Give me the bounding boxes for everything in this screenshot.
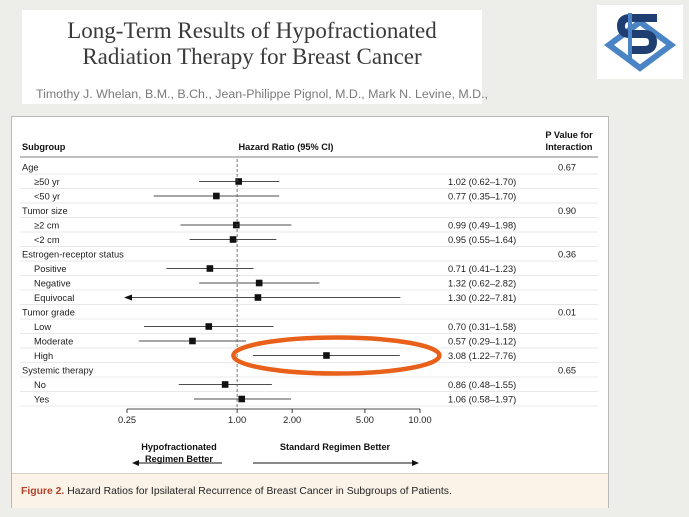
row-label-high: High (34, 351, 53, 361)
x-tick-label-4: 10.00 (408, 415, 431, 425)
row-label-equivocal: Equivocal (34, 293, 74, 303)
row-label-no: No (34, 380, 46, 390)
left-favor-label-line-1: Hypofractionated (141, 442, 217, 452)
row-label-age: Age (22, 163, 39, 173)
p-value-age: 0.67 (558, 163, 576, 173)
figure-caption: Figure 2. Hazard Ratios for Ipsilateral … (21, 486, 452, 497)
row-label-yes: Yes (34, 395, 50, 405)
ci-text-positive: 0.71 (0.41–1.23) (448, 264, 516, 274)
left-favor-label-line-2: Regimen Better (145, 454, 213, 464)
slide-title-line-2: Radiation Therapy for Breast Cancer (82, 44, 422, 69)
society-logo-icon (603, 13, 677, 72)
ci-text-50-yr: 1.02 (0.62–1.70) (448, 177, 516, 187)
hr-marker-negative (255, 279, 263, 287)
right-favor-arrowhead (412, 460, 419, 466)
ci-text-2-cm: 0.99 (0.49–1.98) (448, 221, 516, 231)
p-value-tumor-size: 0.90 (558, 206, 576, 216)
hr-marker-yes (238, 395, 246, 403)
row-label-2-cm: <2 cm (34, 235, 60, 245)
header-subgroup: Subgroup (22, 142, 66, 152)
ci-text-negative: 1.32 (0.62–2.82) (448, 279, 516, 289)
slide-title: Long-Term Results of Hypofractionated Ra… (22, 18, 482, 70)
ci-text-equivocal: 1.30 (0.22–7.81) (448, 293, 516, 303)
row-label-50-yr: ≥50 yr (34, 177, 60, 187)
header-hazard-ratio: Hazard Ratio (95% CI) (239, 142, 334, 152)
row-label-estrogen-receptor-status: Estrogen-receptor status (22, 250, 124, 260)
figure-caption-text: Hazard Ratios for Ipsilateral Recurrence… (67, 486, 452, 497)
hr-marker-50-yr (213, 192, 220, 200)
right-favor-label: Standard Regimen Better (280, 442, 391, 452)
header-p-value-line-2: Interaction (546, 142, 593, 152)
x-tick-label-2: 2.00 (283, 415, 301, 425)
row-label-systemic-therapy: Systemic therapy (22, 366, 94, 376)
row-label-50-yr: <50 yr (34, 192, 60, 202)
ci-text-yes: 1.06 (0.58–1.97) (448, 395, 516, 405)
row-label-moderate: Moderate (34, 337, 73, 347)
hr-marker-2-cm (229, 236, 237, 243)
figure-label: Figure 2. (21, 486, 65, 497)
highlight-ellipse (231, 335, 442, 376)
forest-plot: Subgroup Hazard Ratio (95% CI) P Value f… (20, 130, 598, 466)
row-label-positive: Positive (34, 264, 67, 274)
hr-marker-equivocal (254, 294, 262, 301)
ci-text-no: 0.86 (0.48–1.55) (448, 380, 516, 390)
left-favor-arrowhead (132, 460, 139, 466)
row-label-tumor-size: Tumor size (22, 206, 68, 216)
x-tick-label-0: 0.25 (118, 415, 136, 425)
hr-marker-moderate (189, 337, 196, 345)
hr-marker-no (221, 381, 229, 388)
x-tick-label-1: 1.00 (228, 415, 246, 425)
x-tick-label-3: 5.00 (356, 415, 374, 425)
ci-text-50-yr: 0.77 (0.35–1.70) (448, 192, 516, 202)
ci-arrow-equivocal (124, 294, 132, 301)
hr-marker-high (323, 352, 330, 359)
hr-marker-positive (206, 265, 214, 272)
ci-text-low: 0.70 (0.31–1.58) (448, 322, 516, 332)
row-label-negative: Negative (34, 279, 71, 289)
logo-s-icon (616, 14, 658, 54)
p-value-estrogen-receptor-status: 0.36 (558, 250, 576, 260)
row-label-tumor-grade: Tumor grade (22, 308, 75, 318)
hr-marker-50-yr (235, 178, 242, 185)
p-value-tumor-grade: 0.01 (558, 308, 576, 318)
authors-line: Timothy J. Whelan, B.M., B.Ch., Jean-Phi… (36, 87, 488, 101)
ci-text-2-cm: 0.95 (0.55–1.64) (448, 235, 516, 245)
forest-plot-figure: Subgroup Hazard Ratio (95% CI) P Value f… (11, 116, 609, 508)
caption-bar: Figure 2. Hazard Ratios for Ipsilateral … (12, 473, 608, 508)
row-label-2-cm: ≥2 cm (34, 221, 60, 231)
ci-text-high: 3.08 (1.22–7.76) (448, 351, 516, 361)
header-p-value-line-1: P Value for (545, 130, 593, 140)
hr-marker-2-cm (233, 221, 240, 229)
p-value-systemic-therapy: 0.65 (558, 366, 576, 376)
logo-box (597, 5, 683, 79)
hr-marker-low (205, 323, 213, 330)
slide-title-box: Long-Term Results of Hypofractionated Ra… (22, 10, 488, 104)
row-label-low: Low (34, 322, 51, 332)
ci-text-moderate: 0.57 (0.29–1.12) (448, 337, 516, 347)
slide-title-line-1: Long-Term Results of Hypofractionated (67, 18, 437, 43)
